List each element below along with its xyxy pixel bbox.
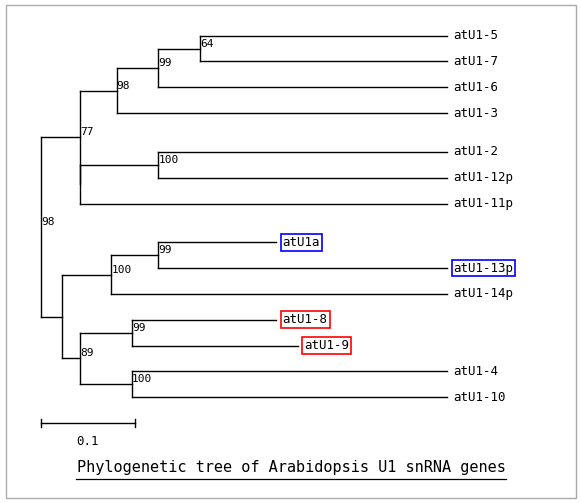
Text: atU1-2: atU1-2	[453, 145, 498, 158]
Text: atU1-3: atU1-3	[453, 107, 498, 120]
Text: atU1-12p: atU1-12p	[453, 171, 513, 184]
Text: atU1-10: atU1-10	[453, 391, 506, 404]
Text: atU1-9: atU1-9	[304, 339, 349, 352]
Text: 99: 99	[158, 245, 172, 255]
Text: atU1-6: atU1-6	[453, 81, 498, 94]
Text: 100: 100	[158, 155, 179, 165]
Text: atU1-5: atU1-5	[453, 29, 498, 42]
Text: atU1-8: atU1-8	[283, 313, 328, 326]
Text: 100: 100	[132, 374, 152, 384]
Text: atU1a: atU1a	[283, 236, 320, 249]
Text: 64: 64	[200, 39, 214, 49]
Text: 77: 77	[80, 127, 94, 137]
Text: atU1-11p: atU1-11p	[453, 197, 513, 210]
Text: 89: 89	[80, 349, 94, 359]
Text: Phylogenetic tree of Arabidopsis U1 snRNA genes: Phylogenetic tree of Arabidopsis U1 snRN…	[77, 460, 505, 475]
Text: atU1-7: atU1-7	[453, 55, 498, 68]
Text: 99: 99	[158, 58, 172, 68]
Text: 0.1: 0.1	[77, 435, 99, 448]
Text: 99: 99	[132, 322, 146, 332]
Text: atU1-4: atU1-4	[453, 365, 498, 378]
Text: 98: 98	[41, 217, 55, 227]
Text: atU1-13p: atU1-13p	[453, 262, 513, 275]
Text: atU1-14p: atU1-14p	[453, 287, 513, 300]
Text: 98: 98	[116, 80, 130, 91]
Text: 100: 100	[111, 265, 132, 275]
